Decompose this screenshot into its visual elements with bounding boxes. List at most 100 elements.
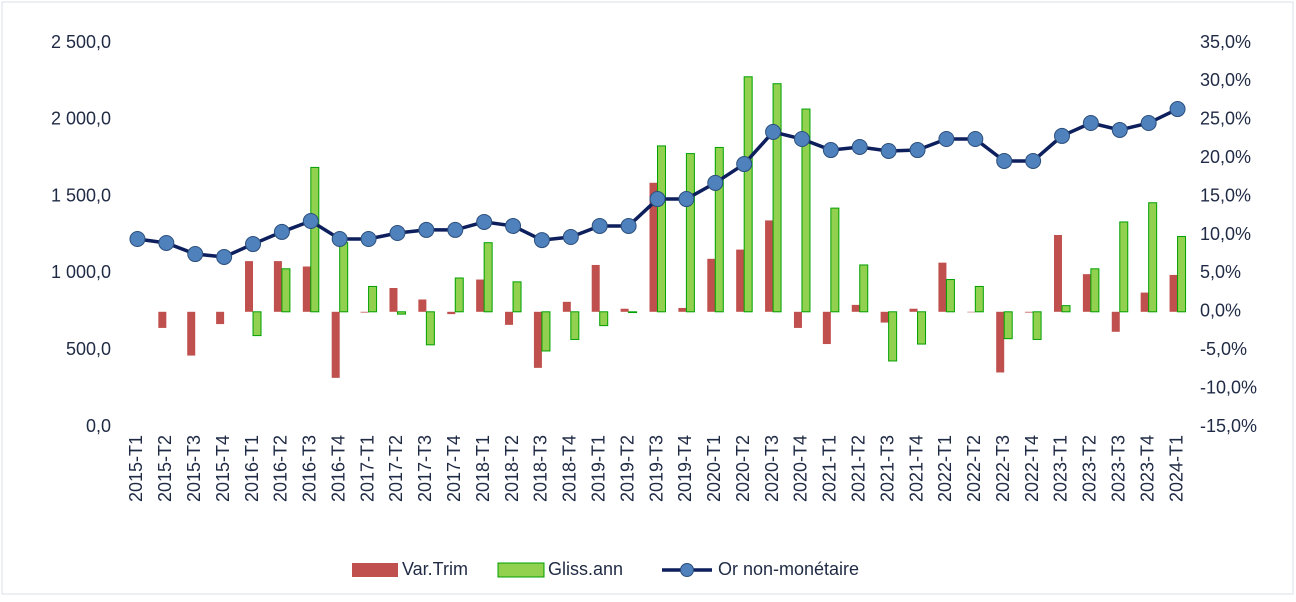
marker — [389, 225, 406, 242]
bar — [765, 220, 774, 312]
bar — [772, 83, 782, 313]
bar — [793, 311, 802, 328]
bar — [1090, 268, 1100, 313]
marker — [793, 131, 810, 147]
bar — [1082, 274, 1091, 312]
bar — [880, 311, 889, 323]
y-tick-label: 500,0 — [66, 339, 111, 359]
marker — [967, 131, 984, 147]
marker — [996, 152, 1013, 169]
bar — [707, 258, 716, 312]
bar — [1003, 311, 1013, 340]
legend-swatch — [352, 563, 398, 577]
bar — [909, 308, 918, 312]
marker — [909, 142, 926, 159]
bar — [714, 146, 724, 313]
y2-tick-label: 5,0% — [1200, 262, 1241, 282]
x-tick-label: 2019-T4 — [675, 435, 695, 502]
bar — [736, 249, 745, 312]
bar — [591, 264, 600, 312]
bar — [649, 182, 658, 312]
marker — [1111, 121, 1128, 138]
x-tick-label: 2020-T2 — [733, 435, 753, 502]
bar — [273, 261, 282, 312]
bar — [1148, 202, 1158, 313]
x-tick-label: 2019-T2 — [617, 435, 637, 502]
bar — [685, 153, 695, 313]
y2-tick-label: 30,0% — [1200, 70, 1251, 90]
bar — [216, 311, 225, 325]
bar — [505, 311, 514, 325]
marker — [245, 236, 262, 253]
bar — [570, 311, 580, 340]
bar — [310, 166, 320, 313]
y2-tick-label: -15,0% — [1200, 416, 1257, 436]
y2-tick-label: 10,0% — [1200, 224, 1251, 244]
bar — [1061, 305, 1071, 313]
bar — [974, 285, 984, 313]
bar — [425, 311, 435, 346]
y-tick-label: 2 000,0 — [51, 109, 111, 129]
bar — [389, 287, 398, 312]
legend-label: Gliss.ann — [548, 559, 623, 579]
bar — [360, 311, 369, 313]
marker — [736, 156, 753, 173]
bar — [996, 311, 1005, 373]
y-tick-label: 2 500,0 — [51, 32, 111, 52]
x-tick-label: 2016-T4 — [328, 435, 348, 502]
x-tick-label: 2023-T2 — [1080, 435, 1100, 502]
bar — [859, 264, 869, 313]
bar — [1119, 221, 1129, 313]
bar — [454, 277, 464, 313]
marker — [851, 138, 868, 155]
marker — [216, 248, 233, 265]
bar — [447, 311, 456, 315]
x-tick-label: 2018-T2 — [502, 435, 522, 502]
bar — [620, 308, 629, 312]
marker — [505, 217, 522, 234]
bar — [822, 311, 831, 345]
bar — [1053, 235, 1062, 312]
y-tick-label: 0,0 — [86, 416, 111, 436]
marker — [678, 191, 695, 208]
x-tick-label: 2017-T4 — [444, 435, 464, 502]
bar — [628, 311, 638, 314]
marker — [418, 221, 435, 238]
bar — [678, 307, 687, 312]
bar — [476, 279, 485, 312]
marker — [360, 230, 377, 247]
bar — [339, 242, 349, 313]
marker — [1169, 101, 1186, 118]
x-tick-label: 2019-T1 — [588, 435, 608, 502]
marker — [620, 217, 637, 234]
bar — [158, 311, 167, 328]
marker — [187, 246, 204, 263]
bar — [1169, 274, 1178, 312]
x-tick-label: 2016-T1 — [242, 435, 262, 502]
bar — [743, 76, 753, 313]
marker — [707, 174, 724, 191]
y2-tick-label: -10,0% — [1200, 377, 1257, 397]
bar — [801, 108, 811, 313]
bar — [1032, 311, 1042, 340]
bar — [562, 301, 571, 312]
marker — [1082, 115, 1099, 132]
x-tick-label: 2015-T4 — [213, 435, 233, 502]
bar — [1025, 311, 1034, 313]
bar — [657, 145, 666, 313]
x-tick-label: 2017-T1 — [357, 435, 377, 502]
y-tick-label: 1 000,0 — [51, 262, 111, 282]
marker — [1025, 152, 1042, 169]
legend-swatch — [680, 563, 694, 577]
bar — [418, 299, 427, 312]
bar — [599, 311, 609, 327]
bar — [396, 311, 406, 315]
bar — [533, 311, 542, 368]
bar — [187, 311, 196, 356]
marker — [1140, 115, 1157, 132]
x-tick-label: 2022-T1 — [935, 435, 955, 502]
marker — [273, 223, 290, 240]
marker — [822, 142, 839, 159]
bar — [245, 261, 254, 312]
